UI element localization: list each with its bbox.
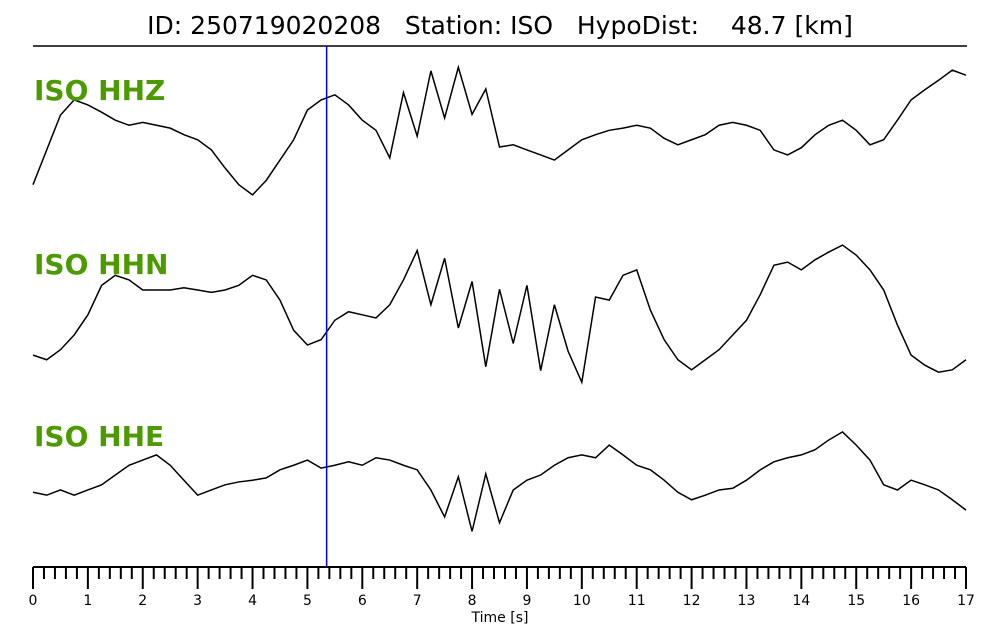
- x-tick-label: 10: [573, 593, 591, 609]
- x-tick-label: 17: [957, 593, 975, 609]
- x-tick-label: 14: [792, 593, 810, 609]
- chart-title: ID: 250719020208 Station: ISO HypoDist: …: [147, 11, 853, 40]
- x-tick-label: 0: [29, 593, 38, 609]
- x-tick-label: 9: [522, 593, 531, 609]
- trace-label: ISO HHE: [34, 420, 164, 453]
- x-axis-label: Time [s]: [471, 610, 529, 626]
- x-tick-label: 1: [83, 593, 92, 609]
- x-tick-label: 2: [138, 593, 147, 609]
- trace: [32, 430, 967, 532]
- x-tick-label: 12: [683, 593, 701, 609]
- x-tick-label: 6: [358, 593, 367, 609]
- x-tick-label: 8: [468, 593, 477, 609]
- trace-label: ISO HHZ: [34, 74, 165, 107]
- x-tick-label: 16: [902, 593, 920, 609]
- x-tick-label: 5: [303, 593, 312, 609]
- x-tick-label: 3: [193, 593, 202, 609]
- x-tick-label: 7: [413, 593, 422, 609]
- x-tick-label: 15: [847, 593, 865, 609]
- x-tick-label: 13: [738, 593, 756, 609]
- trace: [32, 244, 967, 385]
- trace: [32, 64, 967, 196]
- x-tick-label: 11: [628, 593, 646, 609]
- x-tick-label: 4: [248, 593, 257, 609]
- trace-label: ISO HHN: [34, 248, 168, 281]
